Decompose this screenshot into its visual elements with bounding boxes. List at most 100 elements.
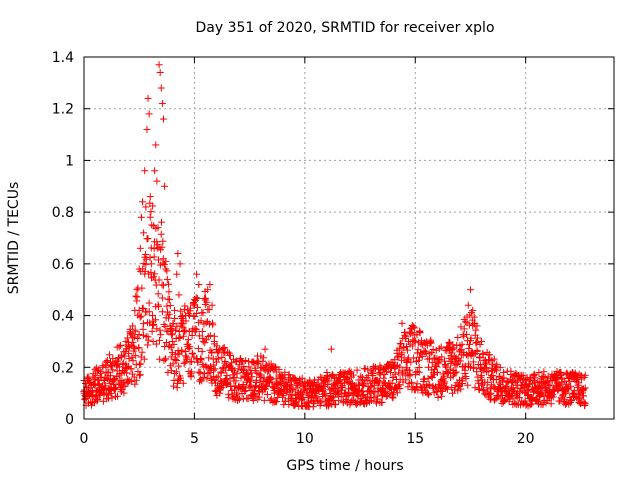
scatter-point bbox=[460, 325, 468, 333]
data-point bbox=[155, 61, 163, 69]
data-point bbox=[210, 337, 218, 345]
data-point bbox=[535, 368, 543, 376]
scatter-point bbox=[150, 253, 158, 261]
scatter-point bbox=[357, 394, 365, 402]
x-tick-label: 5 bbox=[190, 431, 199, 447]
scatter-point bbox=[475, 385, 483, 393]
data-point bbox=[420, 348, 428, 356]
x-tick-label: 20 bbox=[517, 431, 535, 447]
data-point bbox=[163, 327, 171, 335]
data-point bbox=[221, 379, 229, 387]
scatter-point bbox=[170, 340, 178, 348]
scatter-point bbox=[199, 334, 207, 342]
scatter-point bbox=[346, 401, 354, 409]
scatter-point bbox=[193, 355, 201, 363]
data-point bbox=[175, 291, 183, 299]
scatter-point bbox=[175, 334, 183, 342]
scatter-point bbox=[198, 377, 206, 385]
y-tick-label: 1.4 bbox=[52, 50, 74, 66]
scatter-point bbox=[465, 344, 473, 352]
data-point bbox=[473, 322, 481, 330]
data-point bbox=[213, 358, 220, 366]
data-point bbox=[126, 330, 134, 338]
scatter-point bbox=[396, 363, 404, 371]
data-point bbox=[341, 389, 349, 397]
scatter-point bbox=[448, 349, 456, 357]
scatter-point bbox=[201, 339, 209, 347]
scatter-point bbox=[171, 314, 179, 322]
scatter-point bbox=[362, 399, 370, 407]
data-point bbox=[165, 343, 173, 351]
scatter-point bbox=[214, 372, 222, 380]
scatter-point bbox=[149, 321, 157, 329]
scatter-point bbox=[88, 391, 96, 399]
data-point bbox=[455, 348, 463, 356]
scatter-point bbox=[102, 382, 110, 390]
scatter-point bbox=[219, 364, 227, 372]
scatter-point bbox=[157, 230, 165, 238]
data-point bbox=[517, 381, 525, 389]
scatter-point bbox=[115, 343, 123, 351]
scatter-point bbox=[235, 395, 243, 403]
scatter-point bbox=[540, 368, 548, 376]
scatter-point bbox=[181, 302, 189, 310]
scatter-point bbox=[436, 356, 444, 364]
scatter-point bbox=[418, 352, 426, 360]
data-point bbox=[581, 384, 589, 392]
scatter-point bbox=[478, 381, 486, 389]
scatter-point bbox=[501, 396, 509, 404]
scatter-point bbox=[364, 365, 372, 373]
data-point bbox=[575, 379, 583, 387]
scatter-point bbox=[462, 375, 470, 383]
scatter-point bbox=[456, 357, 464, 365]
data-point bbox=[504, 387, 512, 395]
data-point bbox=[579, 392, 587, 400]
scatter-point bbox=[490, 383, 498, 391]
scatter-point bbox=[148, 327, 156, 335]
data-point bbox=[394, 353, 402, 361]
scatter-point bbox=[403, 346, 411, 354]
data-point bbox=[358, 381, 366, 389]
scatter-point bbox=[239, 383, 247, 391]
data-point bbox=[226, 363, 234, 371]
scatter-point bbox=[541, 374, 549, 382]
scatter-point bbox=[484, 378, 492, 386]
scatter-point bbox=[193, 295, 201, 303]
scatter-point bbox=[427, 372, 435, 380]
scatter-point bbox=[372, 399, 380, 407]
scatter-point bbox=[480, 386, 488, 394]
chart-title: Day 351 of 2020, SRMTID for receiver xpl… bbox=[195, 20, 494, 36]
scatter-point bbox=[369, 369, 377, 377]
scatter-point bbox=[345, 390, 353, 398]
scatter-point bbox=[263, 390, 271, 398]
scatter-point bbox=[397, 340, 405, 348]
data-point bbox=[182, 312, 190, 320]
scatter-point bbox=[332, 400, 340, 408]
scatter-point bbox=[199, 374, 207, 382]
scatter-point bbox=[346, 369, 354, 377]
scatter-point bbox=[187, 372, 195, 380]
scatter-point bbox=[92, 371, 100, 379]
scatter-point bbox=[343, 374, 351, 382]
data-point bbox=[91, 381, 99, 389]
scatter-point bbox=[529, 372, 537, 380]
scatter-point bbox=[156, 326, 164, 334]
scatter-point bbox=[409, 342, 417, 350]
scatter-point bbox=[473, 346, 481, 354]
scatter-point bbox=[464, 381, 472, 389]
scatter-point bbox=[491, 396, 499, 404]
scatter-point bbox=[161, 323, 169, 331]
scatter-point bbox=[113, 392, 121, 400]
data-point bbox=[345, 379, 353, 387]
scatter-point bbox=[322, 391, 330, 399]
scatter-point bbox=[180, 359, 188, 367]
scatter-point bbox=[371, 388, 379, 396]
scatter-point bbox=[153, 325, 161, 333]
scatter-point bbox=[162, 355, 170, 363]
scatter-point bbox=[205, 354, 213, 362]
y-tick-label: 1.2 bbox=[52, 102, 74, 118]
data-point bbox=[197, 317, 205, 325]
scatter-point bbox=[145, 308, 153, 316]
scatter-point bbox=[438, 387, 446, 395]
data-point bbox=[367, 389, 375, 397]
